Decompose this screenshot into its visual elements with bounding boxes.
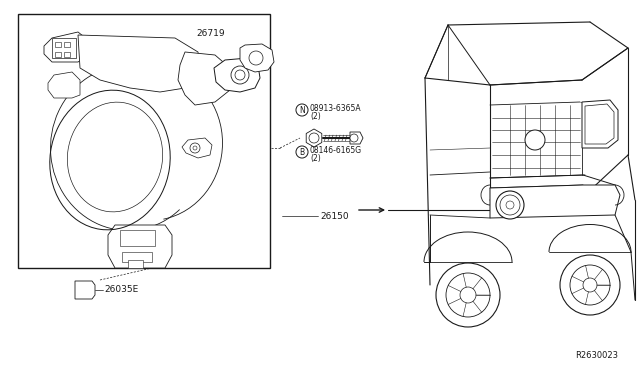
Text: B: B (300, 148, 305, 157)
Circle shape (525, 130, 545, 150)
Text: (2): (2) (310, 154, 321, 163)
Text: R2630023: R2630023 (575, 350, 618, 359)
Circle shape (235, 70, 245, 80)
Circle shape (460, 287, 476, 303)
Text: 26035E: 26035E (104, 285, 138, 295)
Circle shape (350, 134, 358, 142)
Bar (64, 42, 70, 47)
Bar (55, 52, 61, 57)
Circle shape (193, 146, 197, 150)
Bar (122, 252, 152, 262)
Bar (55, 42, 61, 47)
Circle shape (309, 133, 319, 143)
Circle shape (570, 265, 610, 305)
Polygon shape (182, 138, 212, 158)
Bar (52, 38, 76, 58)
Text: 26150: 26150 (320, 212, 349, 221)
Polygon shape (108, 225, 172, 268)
Text: N: N (299, 106, 305, 115)
Polygon shape (350, 132, 363, 144)
Circle shape (496, 191, 524, 219)
Bar (64, 52, 70, 57)
Polygon shape (44, 32, 88, 62)
Bar (18, 14, 270, 268)
Polygon shape (75, 281, 95, 299)
Polygon shape (178, 52, 230, 105)
Bar (77, 291, 84, 296)
Text: (2): (2) (310, 112, 321, 121)
Circle shape (446, 273, 490, 317)
Circle shape (190, 143, 200, 153)
Polygon shape (75, 282, 90, 298)
Circle shape (436, 263, 500, 327)
Circle shape (560, 255, 620, 315)
Polygon shape (306, 129, 322, 147)
Polygon shape (490, 185, 620, 218)
Bar (77, 284, 84, 289)
Polygon shape (48, 72, 80, 98)
Circle shape (249, 51, 263, 65)
Bar (120, 230, 155, 246)
Text: 08913-6365A: 08913-6365A (310, 103, 362, 112)
Circle shape (506, 201, 514, 209)
Text: 08146-6165G: 08146-6165G (310, 145, 362, 154)
Polygon shape (582, 100, 618, 148)
Circle shape (231, 66, 249, 84)
Bar (128, 260, 143, 268)
Polygon shape (585, 104, 614, 144)
Polygon shape (78, 35, 200, 92)
Circle shape (583, 278, 597, 292)
Polygon shape (240, 44, 274, 72)
Text: 26719: 26719 (196, 29, 225, 38)
Circle shape (500, 195, 520, 215)
Polygon shape (214, 58, 260, 92)
